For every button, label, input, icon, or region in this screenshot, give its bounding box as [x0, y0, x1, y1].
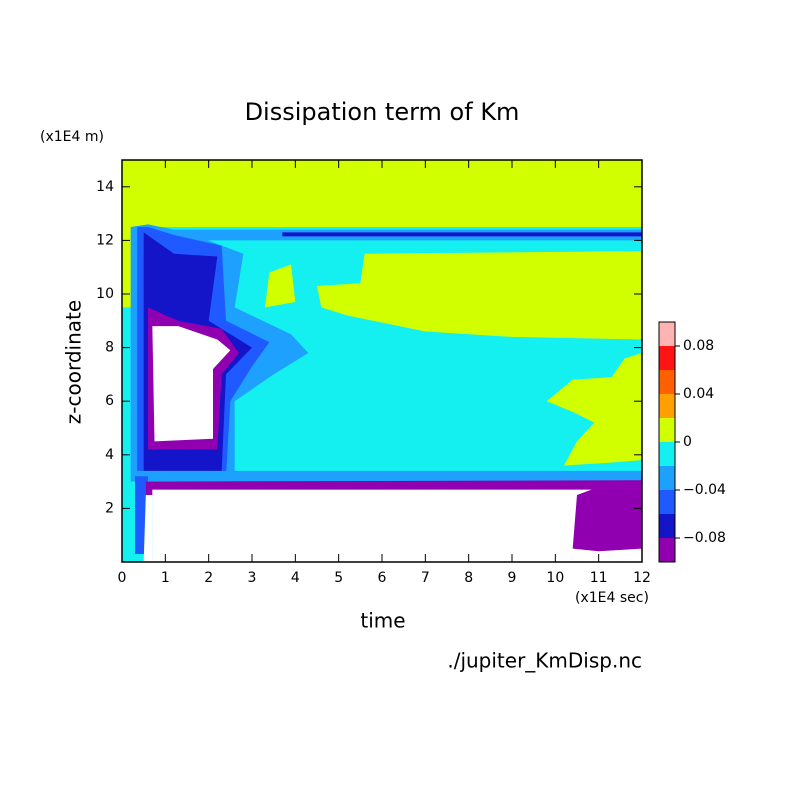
x-tick-label: 10 — [546, 570, 564, 586]
contour-region — [546, 352, 642, 466]
x-tick-label: 9 — [508, 570, 517, 586]
colorbar-tick-label: 0 — [683, 434, 692, 450]
x-tick-label: 5 — [334, 570, 343, 586]
x-tick-label: 3 — [248, 570, 257, 586]
y-unit: (x1E4 m) — [40, 129, 104, 145]
x-tick-label: 12 — [633, 570, 651, 586]
chart-title: Dissipation term of Km — [245, 98, 520, 126]
y-tick-label: 10 — [96, 286, 114, 302]
x-tick-label: 8 — [464, 570, 473, 586]
y-tick-label: 8 — [105, 340, 114, 356]
x-tick-label: 4 — [291, 570, 300, 586]
x-tick-label: 1 — [161, 570, 170, 586]
x-tick-label: 6 — [378, 570, 387, 586]
colorbar-bin — [659, 514, 675, 538]
contour-region — [143, 495, 153, 562]
y-tick-label: 2 — [105, 500, 114, 516]
y-tick-label: 14 — [96, 179, 114, 195]
contour-region — [152, 489, 643, 562]
y-tick-label: 6 — [105, 393, 114, 409]
contour-region — [122, 160, 642, 227]
colorbar-bin — [659, 418, 675, 442]
contour-region — [317, 251, 642, 340]
contour-region — [122, 227, 133, 308]
source-file: ./jupiter_KmDisp.nc — [447, 649, 642, 673]
contour-region — [265, 264, 296, 308]
colorbar-bin — [659, 370, 675, 394]
x-tick-label: 11 — [590, 570, 608, 586]
x-tick-label: 0 — [118, 570, 127, 586]
contour-region — [152, 326, 231, 442]
y-tick-label: 4 — [105, 447, 114, 463]
colorbar-bin — [659, 394, 675, 418]
x-tick-label: 7 — [421, 570, 430, 586]
y-tick-label: 12 — [96, 232, 114, 248]
colorbar-bin — [659, 490, 675, 514]
colorbar-bin — [659, 346, 675, 370]
colorbar-bin — [659, 466, 675, 490]
y-axis-label: z-coordinate — [62, 300, 86, 424]
contour-field — [122, 160, 643, 562]
contour-region — [572, 486, 642, 552]
colorbar-tick-label: 0.08 — [683, 338, 714, 354]
colorbar-bin — [659, 442, 675, 466]
colorbar-tick-label: −0.08 — [683, 530, 726, 546]
contour-region — [282, 232, 642, 237]
x-axis-label: time — [360, 609, 405, 633]
colorbar-bin — [659, 322, 675, 346]
x-unit: (x1E4 sec) — [575, 590, 649, 606]
colorbar-tick-label: 0.04 — [683, 386, 714, 402]
colorbar-bin — [659, 538, 675, 562]
x-tick-label: 2 — [204, 570, 213, 586]
colorbar-tick-label: −0.04 — [683, 482, 726, 498]
